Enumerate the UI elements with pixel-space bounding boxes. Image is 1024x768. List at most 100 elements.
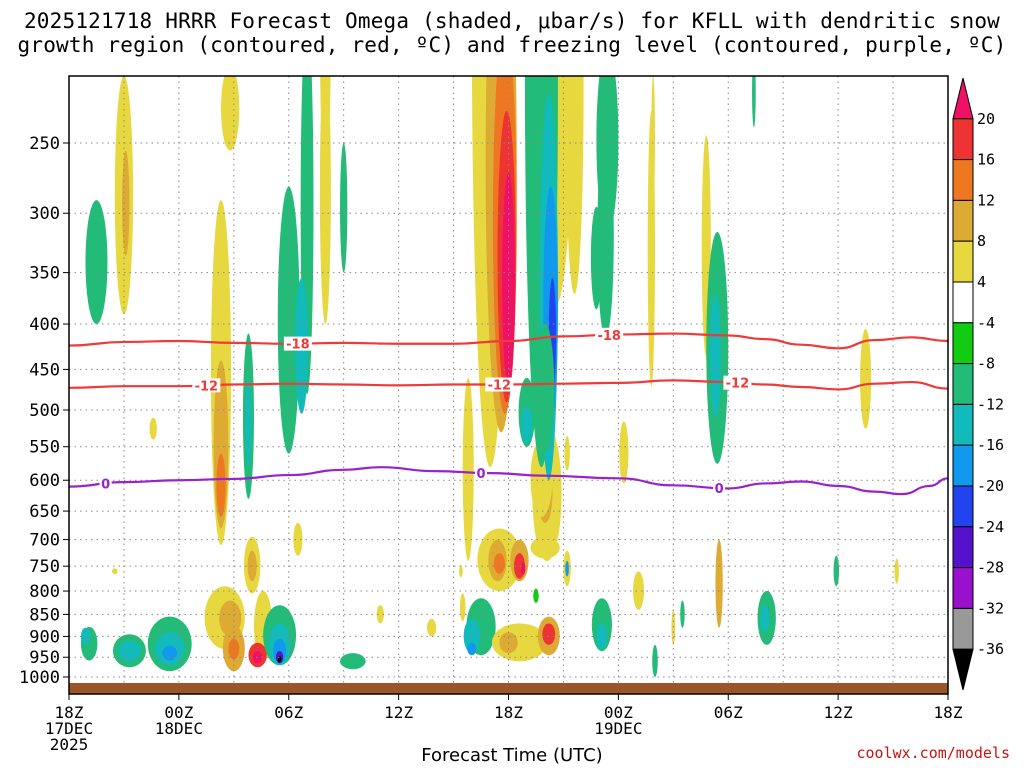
colorbar-segment	[952, 77, 974, 120]
colorbar-segment	[952, 159, 974, 201]
omega-cell	[520, 562, 526, 575]
y-tick-label: 900	[29, 627, 60, 647]
colorbar-label: -20	[977, 477, 1004, 495]
y-tick-label: 600	[29, 471, 60, 491]
y-axis: 2503003504004505005506006507007508008509…	[19, 134, 69, 688]
colorbar-label: -12	[977, 395, 1004, 413]
omega-cell	[80, 627, 91, 645]
temperature-contours	[69, 332, 948, 496]
y-tick-label: 700	[29, 531, 60, 551]
omega-cell	[376, 605, 384, 624]
x-tick-label: 00Z	[164, 703, 193, 722]
contour-label-bg	[595, 327, 624, 342]
contour-label: 0	[715, 482, 724, 497]
omega-shading	[80, 0, 899, 677]
contour-label-bg	[485, 377, 514, 392]
chart-title-line2: growth region (contoured, red, ºC) and f…	[17, 33, 1007, 57]
colorbar-segment	[952, 199, 974, 242]
dgz-minus18-line	[69, 332, 948, 350]
dgz-minus12-line	[69, 379, 948, 391]
y-tick-label: 350	[29, 264, 60, 284]
x-tick-label: 18Z	[494, 703, 523, 722]
omega-cell	[427, 618, 437, 637]
omega-cell	[596, 623, 608, 650]
omega-cell	[760, 605, 770, 633]
colorbar-label: -24	[977, 518, 1004, 536]
omega-cell	[162, 645, 178, 661]
omega-cell	[462, 377, 474, 562]
omega-cell	[112, 568, 118, 575]
contour-label-bg	[713, 480, 726, 495]
x-tick-label: 17DEC	[45, 719, 93, 738]
y-tick-label: 450	[29, 360, 60, 380]
colorbar-label: -4	[977, 314, 995, 332]
ground-terrain	[69, 683, 948, 694]
colorbar-label: 4	[977, 273, 986, 291]
contour-label: -12	[726, 377, 750, 392]
omega-cell	[216, 453, 226, 517]
omega-cell	[245, 377, 252, 468]
omega-cell	[149, 417, 157, 440]
colorbar-label: -16	[977, 436, 1004, 454]
omega-cell	[542, 623, 556, 645]
colorbar-segment	[952, 240, 974, 283]
omega-cell	[459, 593, 466, 622]
omega-cell	[277, 186, 300, 454]
y-tick-label: 1000	[19, 668, 60, 688]
omega-cell	[894, 558, 899, 584]
x-tick-label: 2025	[50, 735, 89, 754]
omega-cell	[860, 328, 872, 429]
colorbar-segment	[952, 322, 974, 365]
omega-cell	[340, 653, 366, 670]
contour-label: -12	[488, 379, 512, 394]
y-tick-label: 500	[29, 401, 60, 421]
omega-cell	[533, 588, 539, 603]
y-tick-label: 400	[29, 315, 60, 335]
omega-cell	[633, 571, 645, 610]
omega-cell	[320, 76, 331, 187]
y-tick-label: 850	[29, 605, 60, 625]
colorbar-segment	[952, 403, 974, 446]
contour-label-bg	[99, 476, 112, 491]
omega-cell	[565, 561, 569, 577]
colorbar-segment	[952, 567, 974, 609]
colorbar-label: -32	[977, 599, 1004, 617]
colorbar-label: 20	[977, 110, 995, 128]
omega-cell	[85, 200, 108, 325]
omega-cell	[564, 436, 570, 471]
omega-cell	[833, 555, 840, 587]
contour-label: -18	[286, 338, 310, 353]
colorbar-label: 16	[977, 151, 995, 169]
x-tick-label: 18Z	[934, 703, 963, 722]
omega-cell	[597, 135, 614, 339]
x-tick-label: 06Z	[274, 703, 303, 722]
omega-cell	[340, 143, 348, 273]
omega-cell	[220, 76, 240, 151]
x-tick-label: 00Z	[604, 703, 633, 722]
omega-cell	[293, 522, 303, 556]
contour-label: -12	[195, 379, 219, 394]
colorbar-segment	[952, 485, 974, 528]
x-axis-title: Forecast Time (UTC)	[421, 745, 603, 766]
colorbar-segment	[952, 607, 974, 650]
omega-cell	[530, 536, 560, 559]
colorbar-label: -8	[977, 355, 995, 373]
credit-text: coolwx.com/models	[856, 744, 1010, 762]
x-tick-label: 12Z	[824, 703, 853, 722]
y-tick-label: 550	[29, 438, 60, 458]
contour-label: 0	[477, 467, 486, 482]
chart-title-line1: 2025121718 HRRR Forecast Omega (shaded, …	[23, 9, 1001, 33]
colorbar-segment	[952, 526, 974, 569]
omega-cell	[651, 76, 655, 201]
contour-label-bg	[723, 375, 752, 390]
colorbar-label: 12	[977, 191, 995, 209]
y-tick-label: 800	[29, 582, 60, 602]
omega-cell	[253, 651, 263, 664]
omega-cell	[122, 0, 129, 57]
y-tick-label: 300	[29, 204, 60, 224]
omega-cell	[493, 553, 505, 574]
colorbar-segment	[952, 118, 974, 161]
omega-cell	[459, 565, 463, 578]
x-tick-label: 18DEC	[155, 719, 203, 738]
